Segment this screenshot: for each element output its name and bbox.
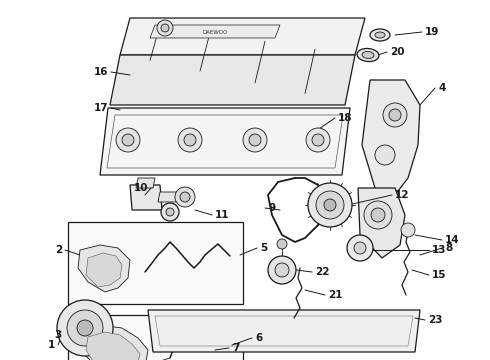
- Text: 22: 22: [315, 267, 329, 277]
- FancyBboxPatch shape: [68, 315, 243, 360]
- Polygon shape: [130, 185, 162, 210]
- Circle shape: [180, 192, 190, 202]
- Polygon shape: [136, 178, 155, 188]
- Circle shape: [275, 263, 289, 277]
- Text: 16: 16: [94, 67, 108, 77]
- Text: 8: 8: [445, 243, 452, 253]
- Circle shape: [157, 20, 173, 36]
- Circle shape: [161, 24, 169, 32]
- Circle shape: [161, 203, 179, 221]
- Ellipse shape: [370, 29, 390, 41]
- Text: 3: 3: [55, 330, 62, 340]
- Text: 5: 5: [260, 243, 267, 253]
- Text: 18: 18: [338, 113, 352, 123]
- Circle shape: [116, 128, 140, 152]
- Circle shape: [324, 199, 336, 211]
- Polygon shape: [100, 108, 350, 175]
- Circle shape: [166, 208, 174, 216]
- Circle shape: [371, 208, 385, 222]
- Circle shape: [383, 103, 407, 127]
- FancyBboxPatch shape: [68, 222, 243, 304]
- Circle shape: [389, 109, 401, 121]
- Circle shape: [178, 128, 202, 152]
- Polygon shape: [80, 325, 148, 360]
- Text: 4: 4: [438, 83, 445, 93]
- Text: 1: 1: [48, 340, 55, 350]
- Ellipse shape: [375, 32, 385, 38]
- Circle shape: [354, 242, 366, 254]
- Polygon shape: [362, 80, 420, 195]
- Text: 12: 12: [395, 190, 410, 200]
- Text: 10: 10: [133, 183, 148, 193]
- Text: DAEWOO: DAEWOO: [202, 30, 228, 35]
- Circle shape: [347, 235, 373, 261]
- Circle shape: [243, 128, 267, 152]
- Circle shape: [277, 239, 287, 249]
- Circle shape: [316, 191, 344, 219]
- Text: 20: 20: [390, 47, 405, 57]
- Circle shape: [312, 134, 324, 146]
- Circle shape: [375, 145, 395, 165]
- Polygon shape: [155, 316, 413, 346]
- Text: 9: 9: [268, 203, 275, 213]
- Polygon shape: [86, 253, 122, 287]
- Text: 14: 14: [445, 235, 460, 245]
- Polygon shape: [110, 55, 355, 105]
- Circle shape: [308, 183, 352, 227]
- Text: 19: 19: [425, 27, 440, 37]
- Circle shape: [57, 300, 113, 356]
- Text: 11: 11: [215, 210, 229, 220]
- Text: 13: 13: [432, 245, 446, 255]
- Ellipse shape: [357, 49, 379, 62]
- Ellipse shape: [362, 51, 374, 59]
- Polygon shape: [148, 310, 420, 352]
- Circle shape: [77, 320, 93, 336]
- Polygon shape: [86, 332, 140, 360]
- Polygon shape: [158, 192, 185, 202]
- Polygon shape: [78, 245, 130, 292]
- Text: 21: 21: [328, 290, 343, 300]
- Text: 2: 2: [55, 245, 62, 255]
- Circle shape: [175, 187, 195, 207]
- Circle shape: [122, 134, 134, 146]
- Circle shape: [306, 128, 330, 152]
- Circle shape: [364, 201, 392, 229]
- Circle shape: [401, 223, 415, 237]
- Polygon shape: [120, 18, 365, 55]
- Polygon shape: [358, 188, 405, 258]
- Polygon shape: [107, 115, 343, 168]
- Text: 7: 7: [232, 343, 240, 353]
- Text: 6: 6: [255, 333, 262, 343]
- Circle shape: [67, 310, 103, 346]
- Polygon shape: [150, 25, 280, 38]
- Text: 23: 23: [428, 315, 442, 325]
- Circle shape: [249, 134, 261, 146]
- Text: 17: 17: [94, 103, 108, 113]
- Text: 15: 15: [432, 270, 446, 280]
- Circle shape: [268, 256, 296, 284]
- Circle shape: [184, 134, 196, 146]
